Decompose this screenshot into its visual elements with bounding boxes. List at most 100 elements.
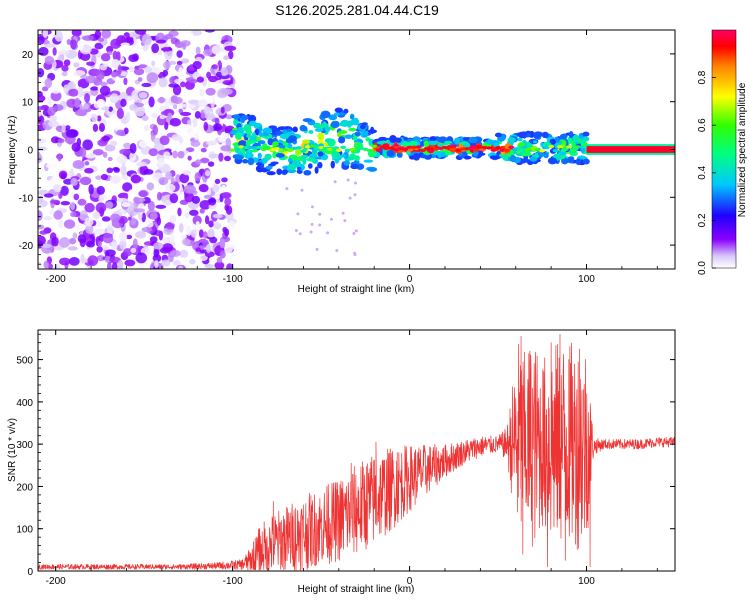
noise-blob (58, 49, 70, 56)
signal-blob (453, 137, 461, 145)
noise-blob (184, 192, 195, 203)
signal-core-blob (459, 147, 466, 151)
signal-blob (361, 122, 368, 126)
noise-blob (125, 111, 131, 122)
noise-blob (220, 106, 225, 114)
signal-core-blob (273, 147, 280, 151)
noise-blob (165, 171, 173, 181)
faint-dot (285, 187, 289, 191)
signal-blob (343, 110, 348, 114)
signal-core-blob (349, 147, 356, 152)
noise-blob (219, 250, 226, 259)
signal-blob (498, 153, 506, 158)
noise-blob (120, 42, 130, 47)
signal-blob (263, 132, 269, 137)
noise-blob (138, 190, 148, 197)
signal-core-blob (574, 145, 581, 149)
noise-blob (221, 191, 232, 199)
noise-blob (44, 55, 55, 65)
noise-blob (179, 249, 189, 258)
noise-blob (84, 202, 95, 213)
noise-blob (123, 77, 128, 86)
signal-blob (463, 142, 471, 148)
noise-blob (221, 177, 228, 183)
noise-blob (135, 252, 148, 264)
noise-blob (158, 77, 168, 88)
noise-blob (38, 195, 43, 204)
signal-core-blob (495, 146, 502, 150)
noise-blob (38, 35, 45, 45)
faint-dot (296, 212, 300, 216)
noise-blob (137, 64, 148, 69)
noise-blob (168, 83, 179, 88)
noise-blob (63, 84, 69, 94)
signal-blob (572, 134, 579, 143)
noise-blob (111, 262, 118, 269)
noise-blob (163, 151, 171, 160)
signal-blob (568, 156, 575, 161)
noise-blob (218, 152, 224, 162)
signal-blob (308, 153, 318, 159)
noise-blob (190, 140, 201, 147)
signal-blob (352, 136, 358, 141)
noise-blob (96, 246, 103, 253)
snr-x-ticks: -200 -100 0 100 (46, 330, 658, 587)
noise-blob (125, 234, 133, 240)
noise-blob (161, 259, 171, 267)
signal-blob (412, 153, 421, 161)
noise-blob (222, 80, 234, 86)
noise-blob (199, 88, 205, 97)
signal-blob (242, 158, 249, 164)
faint-dot (309, 230, 313, 234)
noise-blob (110, 213, 121, 223)
faint-dot (294, 228, 298, 232)
noise-blob (192, 60, 202, 70)
noise-blob (38, 210, 43, 222)
faint-dot (318, 212, 322, 216)
noise-blob (84, 153, 97, 159)
noise-blob (196, 36, 202, 44)
noise-blob (38, 46, 49, 56)
spectrogram-y-tick-label: 10 (22, 98, 34, 109)
noise-blob (157, 71, 166, 80)
signal-core-blob (521, 145, 528, 149)
signal-blob (362, 130, 369, 138)
signal-blob (485, 139, 495, 145)
noise-blob (105, 45, 114, 53)
noise-blob (110, 140, 118, 147)
signal-blob (343, 160, 350, 166)
noise-blob (169, 117, 181, 127)
signal-blob (270, 161, 279, 165)
signal-blob (324, 126, 331, 132)
noise-blob (187, 32, 194, 39)
signal-core-blob (406, 145, 413, 149)
noise-blob (77, 198, 87, 206)
signal-core-blob (481, 145, 488, 150)
noise-blob (77, 86, 84, 98)
noise-blob (182, 170, 192, 176)
noise-blob (57, 219, 64, 229)
noise-blob (100, 173, 108, 181)
noise-blob (226, 263, 234, 269)
faint-dot (335, 249, 339, 253)
noise-blob (129, 66, 134, 73)
noise-blob (53, 184, 62, 193)
noise-blob (98, 196, 105, 202)
noise-blob (164, 33, 174, 40)
signal-blob (286, 168, 297, 174)
signal-core-blob (446, 145, 453, 149)
signal-blob (583, 136, 590, 142)
noise-blob (155, 39, 167, 44)
noise-blob (208, 203, 217, 210)
signal-core-blob (331, 148, 338, 152)
signal-blob (344, 134, 353, 139)
spectrogram-x-tick-label: -100 (223, 274, 243, 285)
noise-blob (43, 215, 53, 221)
signal-blob (247, 157, 255, 166)
noise-blob (199, 199, 211, 210)
noise-blob (207, 228, 215, 238)
signal-core-blob (366, 148, 373, 153)
snr-panel: -200 -100 0 100 0 100 200 300 400 500 Height of … (7, 329, 676, 595)
noise-blob (151, 60, 156, 67)
signal-blob (296, 166, 302, 171)
